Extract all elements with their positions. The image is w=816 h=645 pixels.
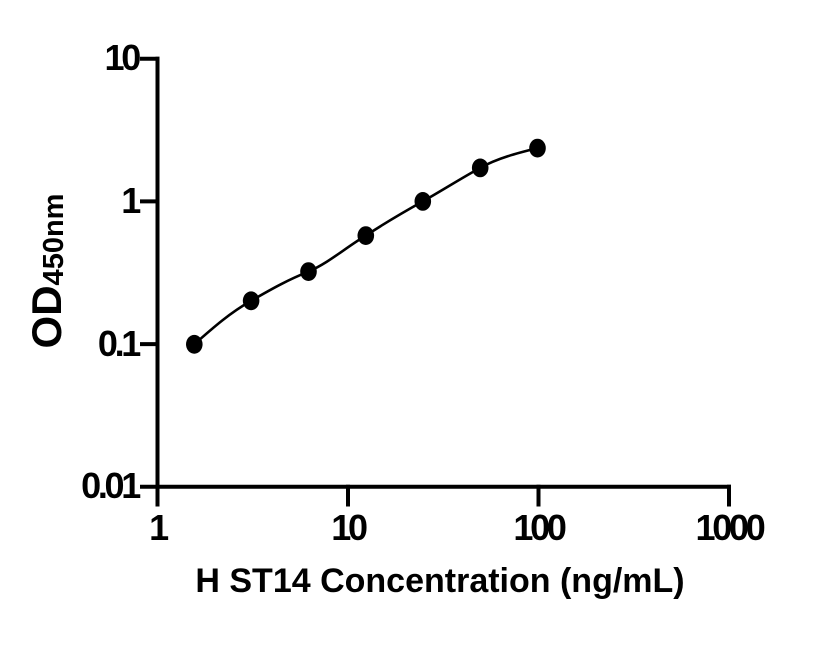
svg-text:1000: 1000 (696, 507, 765, 548)
svg-text:0.1: 0.1 (98, 323, 141, 364)
svg-text:10: 10 (331, 507, 367, 548)
svg-text:100: 100 (513, 507, 565, 548)
svg-text:1: 1 (121, 180, 141, 221)
svg-text:0.01: 0.01 (81, 465, 141, 506)
svg-text:OD450nm: OD450nm (23, 194, 70, 349)
svg-text:1: 1 (149, 507, 169, 548)
svg-text:10: 10 (105, 37, 141, 78)
svg-text:H ST14 Concentration (ng/mL): H ST14 Concentration (ng/mL) (195, 562, 684, 600)
